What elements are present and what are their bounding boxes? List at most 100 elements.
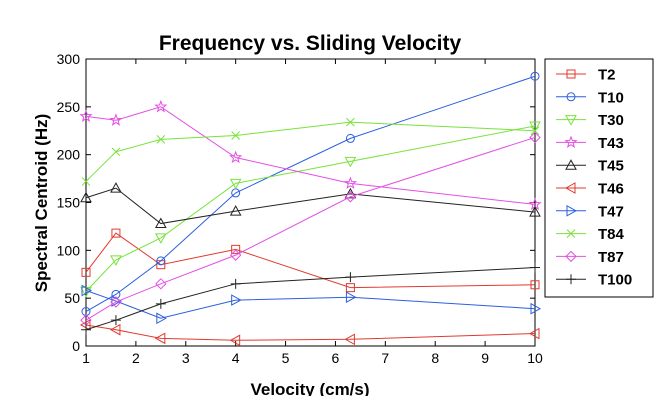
data-point bbox=[345, 272, 356, 283]
data-point bbox=[80, 191, 92, 203]
x-tick-label: 7 bbox=[381, 350, 389, 366]
series-layer bbox=[79, 71, 542, 347]
data-point bbox=[344, 191, 357, 203]
legend-label: T46 bbox=[598, 181, 624, 198]
x-axis: 1 2 3 4 5 6 7 8 9 10 bbox=[82, 59, 543, 366]
series-line bbox=[85, 75, 536, 312]
data-point bbox=[344, 156, 357, 168]
legend-label: T47 bbox=[598, 203, 624, 220]
y-tick-label: 150 bbox=[57, 195, 81, 211]
data-point bbox=[156, 312, 167, 325]
legend-label: T2 bbox=[598, 67, 616, 84]
data-point bbox=[530, 280, 540, 290]
legend-label: T10 bbox=[598, 89, 624, 106]
data-point bbox=[229, 249, 242, 261]
data-point bbox=[110, 296, 122, 308]
data-point bbox=[154, 233, 167, 244]
legend-box bbox=[544, 58, 654, 298]
chart-title: Frequency vs. Sliding Velocity bbox=[159, 32, 462, 55]
data-point bbox=[229, 334, 241, 347]
legend-entry-T43: T43 bbox=[556, 135, 624, 152]
legend-label: T100 bbox=[598, 272, 632, 289]
legend-entry-T2: T2 bbox=[556, 67, 616, 84]
y-tick-label: 250 bbox=[57, 99, 81, 115]
data-point bbox=[79, 109, 93, 123]
x-tick-label: 9 bbox=[481, 350, 489, 366]
y-tick-label: 300 bbox=[57, 51, 81, 67]
legend-marker bbox=[566, 274, 576, 285]
data-point bbox=[109, 113, 123, 126]
data-point bbox=[109, 323, 121, 336]
legend-label: T87 bbox=[598, 249, 624, 266]
data-point bbox=[81, 284, 93, 297]
data-point bbox=[110, 315, 121, 326]
legend-entry-T45: T45 bbox=[556, 158, 624, 175]
legend-marker bbox=[565, 159, 577, 170]
legend-label: T45 bbox=[598, 158, 624, 175]
x-tick-label: 2 bbox=[132, 350, 140, 366]
series-line bbox=[85, 136, 536, 321]
legend-label: T30 bbox=[598, 112, 624, 129]
x-tick-label: 5 bbox=[282, 350, 290, 366]
x-tick-label: 6 bbox=[332, 350, 340, 366]
legend-marker bbox=[565, 250, 577, 263]
data-point bbox=[229, 150, 243, 164]
data-point bbox=[530, 302, 542, 315]
legend-label: T84 bbox=[598, 226, 625, 243]
legend-marker bbox=[566, 69, 576, 79]
data-point bbox=[530, 262, 540, 273]
data-point bbox=[110, 255, 122, 266]
data-point bbox=[528, 327, 540, 340]
x-axis-label: Velocity (cm/s) bbox=[250, 380, 369, 396]
y-axis-label: Spectral Centroid (Hz) bbox=[32, 114, 51, 293]
y-tick-label: 100 bbox=[57, 242, 81, 258]
data-point bbox=[230, 278, 241, 289]
data-point bbox=[81, 177, 91, 186]
x-tick-label: 4 bbox=[232, 350, 240, 366]
legend-entry-T30: T30 bbox=[556, 112, 624, 129]
data-point bbox=[529, 121, 541, 132]
data-point bbox=[344, 333, 355, 346]
data-point bbox=[530, 71, 540, 81]
data-point bbox=[229, 205, 242, 216]
series-line bbox=[85, 187, 536, 225]
data-point bbox=[154, 332, 166, 345]
y-tick-label: 50 bbox=[64, 290, 80, 306]
x-tick-label: 8 bbox=[431, 350, 439, 366]
legend-marker bbox=[566, 92, 576, 102]
legend-entry-T10: T10 bbox=[556, 89, 624, 106]
legend-entry-T87: T87 bbox=[556, 249, 624, 266]
x-tick-label: 10 bbox=[527, 350, 543, 366]
series-line bbox=[85, 324, 536, 341]
data-point bbox=[231, 131, 241, 140]
data-point bbox=[81, 267, 91, 277]
data-point bbox=[346, 117, 355, 127]
legend-entry-T46: T46 bbox=[556, 181, 624, 198]
data-point bbox=[81, 324, 91, 335]
data-point bbox=[156, 256, 166, 266]
legend-entry-T47: T47 bbox=[556, 203, 624, 220]
data-point bbox=[155, 298, 166, 309]
data-point bbox=[154, 217, 167, 229]
data-point bbox=[231, 294, 242, 306]
legend-marker bbox=[566, 229, 576, 238]
data-point bbox=[345, 291, 357, 304]
legend: T2 T10 T30 T43 T45 T46 T47 T84 T87 T100 bbox=[544, 58, 654, 298]
x-tick-label: 1 bbox=[82, 350, 90, 366]
data-point bbox=[530, 126, 540, 136]
data-point bbox=[156, 135, 166, 144]
series-T100 bbox=[81, 262, 540, 335]
y-axis: 0 50 100 150 200 250 300 bbox=[57, 51, 535, 354]
y-tick-label: 200 bbox=[57, 147, 81, 163]
legend-marker bbox=[565, 115, 577, 126]
series-T84 bbox=[81, 117, 540, 186]
series-line bbox=[85, 290, 536, 319]
series-line bbox=[85, 267, 536, 331]
series-T87 bbox=[80, 131, 541, 326]
series-line bbox=[85, 121, 536, 182]
legend-marker bbox=[564, 182, 576, 194]
data-point bbox=[111, 147, 121, 157]
legend-marker bbox=[566, 204, 578, 217]
data-point bbox=[231, 244, 241, 254]
